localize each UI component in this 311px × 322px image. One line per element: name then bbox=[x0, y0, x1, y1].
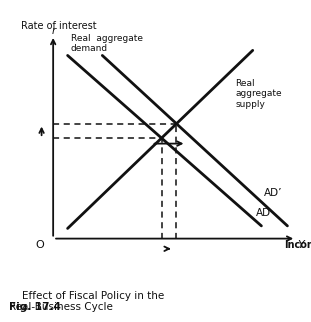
Text: Income: Income bbox=[285, 240, 311, 250]
Text: AD: AD bbox=[256, 208, 271, 218]
Text: AD’: AD’ bbox=[264, 188, 283, 198]
Text: Effect of Fiscal Policy in the
Real-Business Cycle: Effect of Fiscal Policy in the Real-Busi… bbox=[9, 291, 165, 312]
Text: Rate of interest: Rate of interest bbox=[21, 21, 97, 31]
Text: Fig. 17.4: Fig. 17.4 bbox=[9, 302, 61, 312]
Text: Real  aggregate
demand: Real aggregate demand bbox=[71, 33, 142, 53]
Text: O: O bbox=[36, 240, 44, 250]
Text: Y: Y bbox=[298, 240, 304, 250]
Text: Real
aggregate
supply: Real aggregate supply bbox=[235, 79, 282, 109]
Text: r: r bbox=[52, 26, 56, 36]
